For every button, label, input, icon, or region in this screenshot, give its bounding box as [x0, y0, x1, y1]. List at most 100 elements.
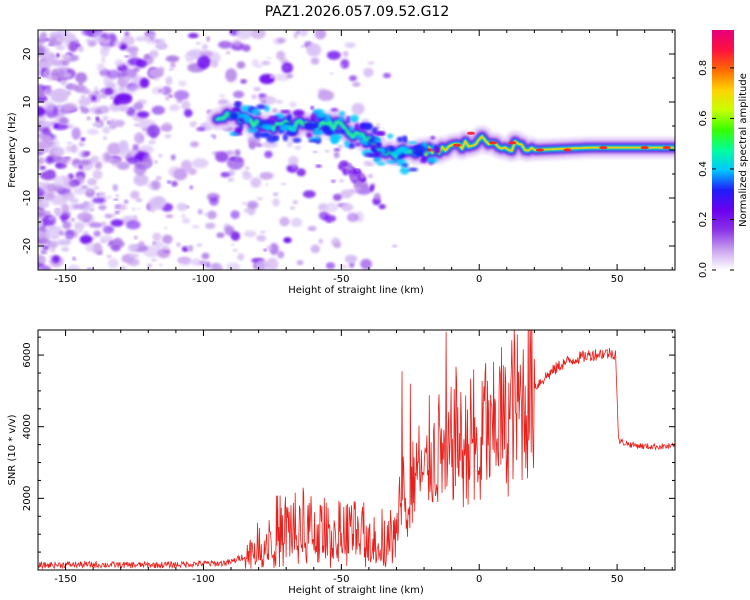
snr-ylabel: SNR (10 * v/v) [7, 414, 18, 485]
spectrogram-noise-cell [42, 245, 49, 250]
colorbar-tick-label: 0.4 [698, 161, 709, 177]
spectrogram-noise-cell [92, 237, 96, 240]
spectrogram-noise-cell [272, 198, 280, 207]
spectrogram-noise-cell [135, 36, 147, 42]
spectrogram-noise-cell [205, 261, 211, 269]
spectrogram-noise-cell [67, 264, 81, 270]
spectrogram-noise-cell [269, 243, 279, 255]
spectrogram-noise-cell [38, 67, 42, 77]
spectrogram-noise-cell [323, 215, 337, 223]
spectrogram-noise-cell [38, 59, 53, 70]
spectrogram-ridge-blob [259, 132, 271, 138]
spectrogram-ridge-blob [282, 133, 288, 142]
spectrogram-ridge-blob [290, 125, 296, 132]
spectrogram-noise-cell [56, 239, 72, 246]
spectrogram-noise-cell [240, 79, 248, 84]
spectrogram-noise-cell [66, 141, 73, 145]
spectrogram-noise-cell [250, 177, 262, 188]
spectrogram-ridge-blob [287, 113, 292, 122]
spectrogram-noise-cell [156, 176, 162, 181]
spectrogram-noise-cell [318, 238, 324, 244]
spectrogram-branch-blob [354, 168, 360, 172]
spectrogram-noise-cell [81, 88, 91, 95]
spectrogram-noise-cell [127, 55, 132, 58]
spectrogram-noise-cell [191, 258, 202, 266]
spectrogram-noise-cell [103, 136, 107, 141]
spectrogram-noise-cell [190, 141, 199, 148]
spectrogram-ridge-blob [359, 122, 372, 130]
spectrogram-noise-cell [292, 164, 297, 171]
spectrogram-noise-cell [215, 151, 229, 163]
spectrogram-noise-cell [72, 256, 76, 261]
spectrogram-noise-cell [38, 159, 41, 162]
spectrogram-noise-cell [133, 235, 138, 240]
spectrogram-noise-cell [151, 180, 161, 191]
spectrogram-noise-cell [197, 55, 211, 69]
spectrogram-noise-cell [310, 106, 315, 110]
spectrogram-noise-cell [38, 262, 45, 268]
spectrogram-noise-cell [233, 90, 245, 99]
spectrogram-noise-cell [351, 102, 365, 115]
spectrogram-noise-cell [271, 108, 278, 114]
spectrogram-ridge-blob [387, 133, 394, 139]
spectrogram-noise-cell [235, 30, 252, 40]
spectrogram-noise-cell [338, 179, 345, 183]
spectrogram-noise-cell [77, 46, 84, 52]
spectrogram-noise-cell [206, 36, 211, 42]
spectrogram-noise-cell [276, 50, 286, 61]
spectrogram-noise-cell [93, 186, 100, 190]
spectrogram-ridge-blob [354, 142, 361, 147]
spectrogram-noise-cell [38, 54, 45, 58]
spectrogram-noise-cell [78, 229, 83, 233]
spectrogram-noise-cell [51, 34, 63, 47]
spectrogram-noise-cell [61, 246, 70, 252]
spectrogram-xtick-label: 50 [611, 274, 624, 285]
spectrogram-noise-cell [83, 201, 89, 207]
spectrogram-noise-cell [277, 250, 285, 259]
spectrogram-noise-cell [87, 40, 97, 47]
spectrogram-noise-cell [117, 86, 126, 94]
spectrogram-noise-cell [256, 197, 264, 201]
spectrogram-noise-cell [181, 100, 191, 111]
spectrogram-ridge-blob [424, 150, 429, 155]
colorbar-tick-label: 0.2 [698, 212, 709, 228]
spectrogram-noise-cell [296, 30, 300, 35]
spectrogram-noise-cell [171, 180, 178, 187]
spectrogram-noise-cell [38, 157, 45, 165]
spectrogram-noise-cell [51, 122, 55, 126]
spectrogram-noise-cell [133, 174, 149, 186]
spectrogram-noise-cell [264, 150, 273, 159]
spectrogram-noise-cell [367, 61, 375, 65]
spectrogram-noise-cell [42, 70, 49, 78]
spectrogram-noise-cell [216, 232, 225, 238]
spectrogram-noise-cell [139, 77, 150, 88]
spectrogram-noise-cell [306, 43, 322, 57]
spectrogram-noise-cell [307, 225, 317, 232]
spectrogram-noise-cell [107, 195, 112, 199]
spectrogram-noise-cell [226, 51, 231, 55]
spectrogram-noise-cell [93, 86, 98, 91]
spectrogram-noise-cell [61, 218, 66, 223]
spectrogram-noise-cell [61, 203, 70, 213]
spectrogram-noise-cell [225, 68, 238, 83]
spectrogram-noise-cell [259, 172, 274, 180]
spectrogram-noise-cell [333, 242, 342, 249]
spectrogram-noise-cell [266, 257, 279, 270]
spectrogram-ridge-blob [402, 163, 409, 167]
spectrogram-noise-cell [77, 212, 92, 222]
spectrogram-hotspot [508, 141, 517, 145]
spectrogram-ytick-label: 10 [22, 96, 33, 109]
spectrogram-noise-cell [49, 52, 56, 60]
spectrogram-noise-cell [363, 67, 374, 78]
spectrogram-noise-cell [382, 127, 385, 130]
spectrogram-noise-cell [247, 201, 258, 209]
spectrogram-noise-cell [196, 127, 206, 132]
spectrogram-noise-cell [107, 258, 119, 269]
spectrogram-noise-cell [86, 189, 94, 193]
spectrogram-hotspot [489, 141, 497, 145]
spectrogram-ridge-blob [311, 122, 319, 129]
spectrogram-noise-cell [92, 122, 103, 128]
spectrogram-noise-cell [191, 225, 200, 229]
spectrogram-noise-cell [272, 192, 279, 196]
